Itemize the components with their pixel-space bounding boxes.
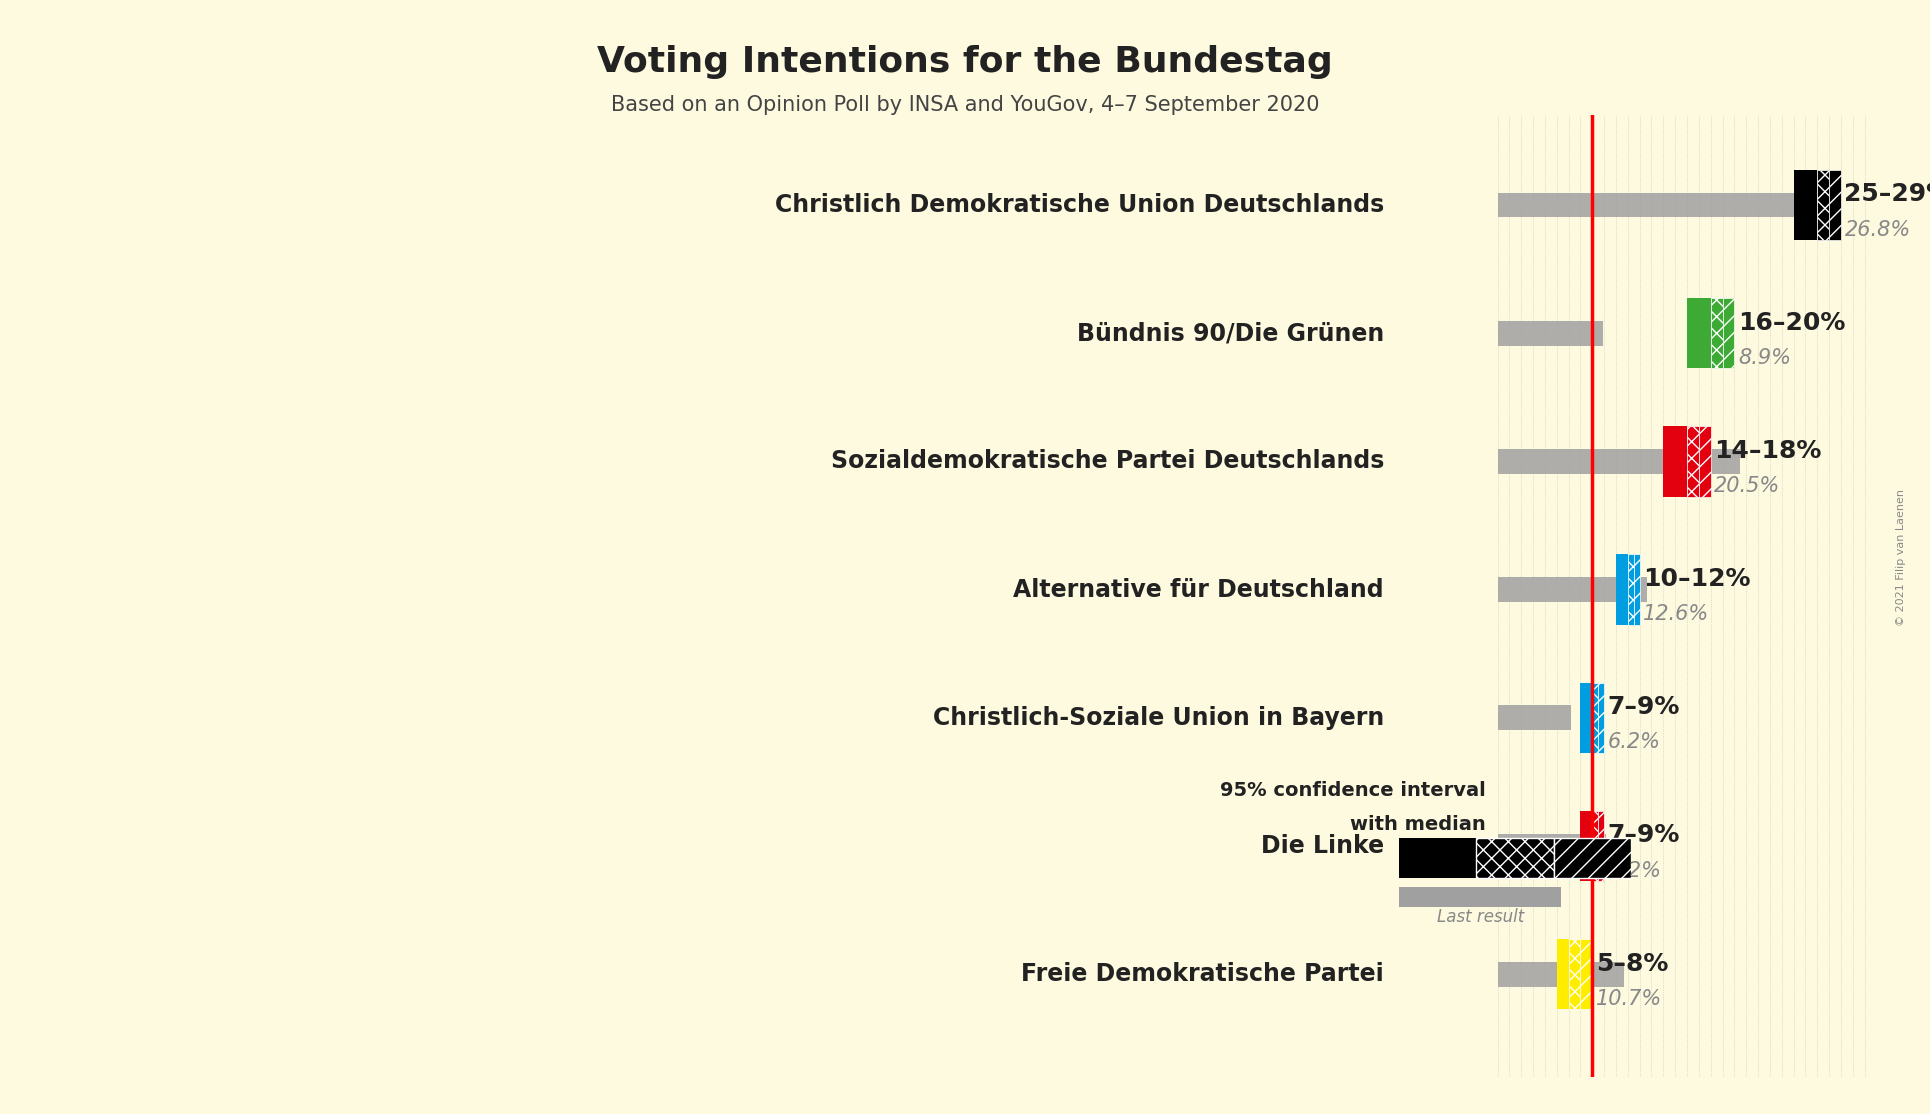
Bar bbox=[1598, 683, 1604, 753]
Text: Sozialdemokratische Partei Deutschlands: Sozialdemokratische Partei Deutschlands bbox=[830, 449, 1384, 473]
Text: Last result: Last result bbox=[1436, 908, 1525, 926]
Bar bbox=[1633, 555, 1640, 625]
Text: 6.2%: 6.2% bbox=[1608, 732, 1660, 752]
Bar bbox=[1498, 321, 1604, 345]
Text: Freie Demokratische Partei: Freie Demokratische Partei bbox=[1021, 962, 1384, 986]
Bar bbox=[1793, 169, 1818, 241]
Text: 5–8%: 5–8% bbox=[1596, 951, 1668, 976]
Text: 10–12%: 10–12% bbox=[1642, 567, 1751, 592]
Text: with median: with median bbox=[1351, 814, 1486, 834]
Bar bbox=[1399, 887, 1561, 907]
Text: Christlich Demokratische Union Deutschlands: Christlich Demokratische Union Deutschla… bbox=[774, 193, 1384, 217]
Bar bbox=[1581, 811, 1592, 881]
Bar bbox=[1664, 427, 1687, 497]
Bar bbox=[1554, 838, 1631, 878]
Text: 14–18%: 14–18% bbox=[1714, 439, 1822, 462]
Bar bbox=[1498, 449, 1741, 473]
Text: 8.9%: 8.9% bbox=[1737, 348, 1791, 368]
Bar bbox=[1687, 427, 1698, 497]
Bar bbox=[1698, 427, 1710, 497]
Text: 7–9%: 7–9% bbox=[1608, 695, 1679, 720]
Bar bbox=[1498, 833, 1606, 858]
Bar bbox=[1722, 297, 1735, 369]
Bar bbox=[1498, 577, 1646, 602]
Bar bbox=[1498, 193, 1814, 217]
Text: 16–20%: 16–20% bbox=[1737, 311, 1845, 334]
Text: 20.5%: 20.5% bbox=[1714, 476, 1781, 496]
Text: 12.6%: 12.6% bbox=[1642, 604, 1710, 624]
Bar bbox=[1710, 297, 1722, 369]
Text: Alternative für Deutschland: Alternative für Deutschland bbox=[1013, 577, 1384, 602]
Bar bbox=[1598, 811, 1604, 881]
Bar bbox=[1399, 838, 1476, 878]
Text: 26.8%: 26.8% bbox=[1845, 219, 1911, 240]
Bar bbox=[1615, 555, 1627, 625]
Bar bbox=[1498, 705, 1571, 730]
Bar bbox=[1581, 683, 1592, 753]
Bar bbox=[1830, 169, 1841, 241]
Bar bbox=[1498, 961, 1625, 987]
Text: 95% confidence interval: 95% confidence interval bbox=[1220, 781, 1486, 801]
Bar bbox=[1581, 939, 1592, 1009]
Bar bbox=[1627, 555, 1633, 625]
Bar bbox=[1592, 811, 1598, 881]
Bar bbox=[1818, 169, 1830, 241]
Text: Based on an Opinion Poll by INSA and YouGov, 4–7 September 2020: Based on an Opinion Poll by INSA and You… bbox=[610, 95, 1320, 115]
Bar bbox=[1569, 939, 1581, 1009]
Bar bbox=[1687, 297, 1710, 369]
Bar bbox=[1558, 939, 1569, 1009]
Text: 7–9%: 7–9% bbox=[1608, 823, 1679, 848]
Text: © 2021 Filip van Laenen: © 2021 Filip van Laenen bbox=[1895, 489, 1907, 625]
Text: 25–29%: 25–29% bbox=[1845, 183, 1930, 206]
Bar bbox=[1592, 683, 1598, 753]
Text: Die Linke: Die Linke bbox=[1260, 834, 1384, 858]
Bar bbox=[1476, 838, 1554, 878]
Text: Voting Intentions for the Bundestag: Voting Intentions for the Bundestag bbox=[596, 45, 1334, 79]
Text: Bündnis 90/Die Grünen: Bündnis 90/Die Grünen bbox=[1077, 321, 1384, 345]
Text: 9.2%: 9.2% bbox=[1608, 861, 1660, 881]
Text: Christlich-Soziale Union in Bayern: Christlich-Soziale Union in Bayern bbox=[932, 706, 1384, 730]
Text: 10.7%: 10.7% bbox=[1596, 989, 1662, 1009]
